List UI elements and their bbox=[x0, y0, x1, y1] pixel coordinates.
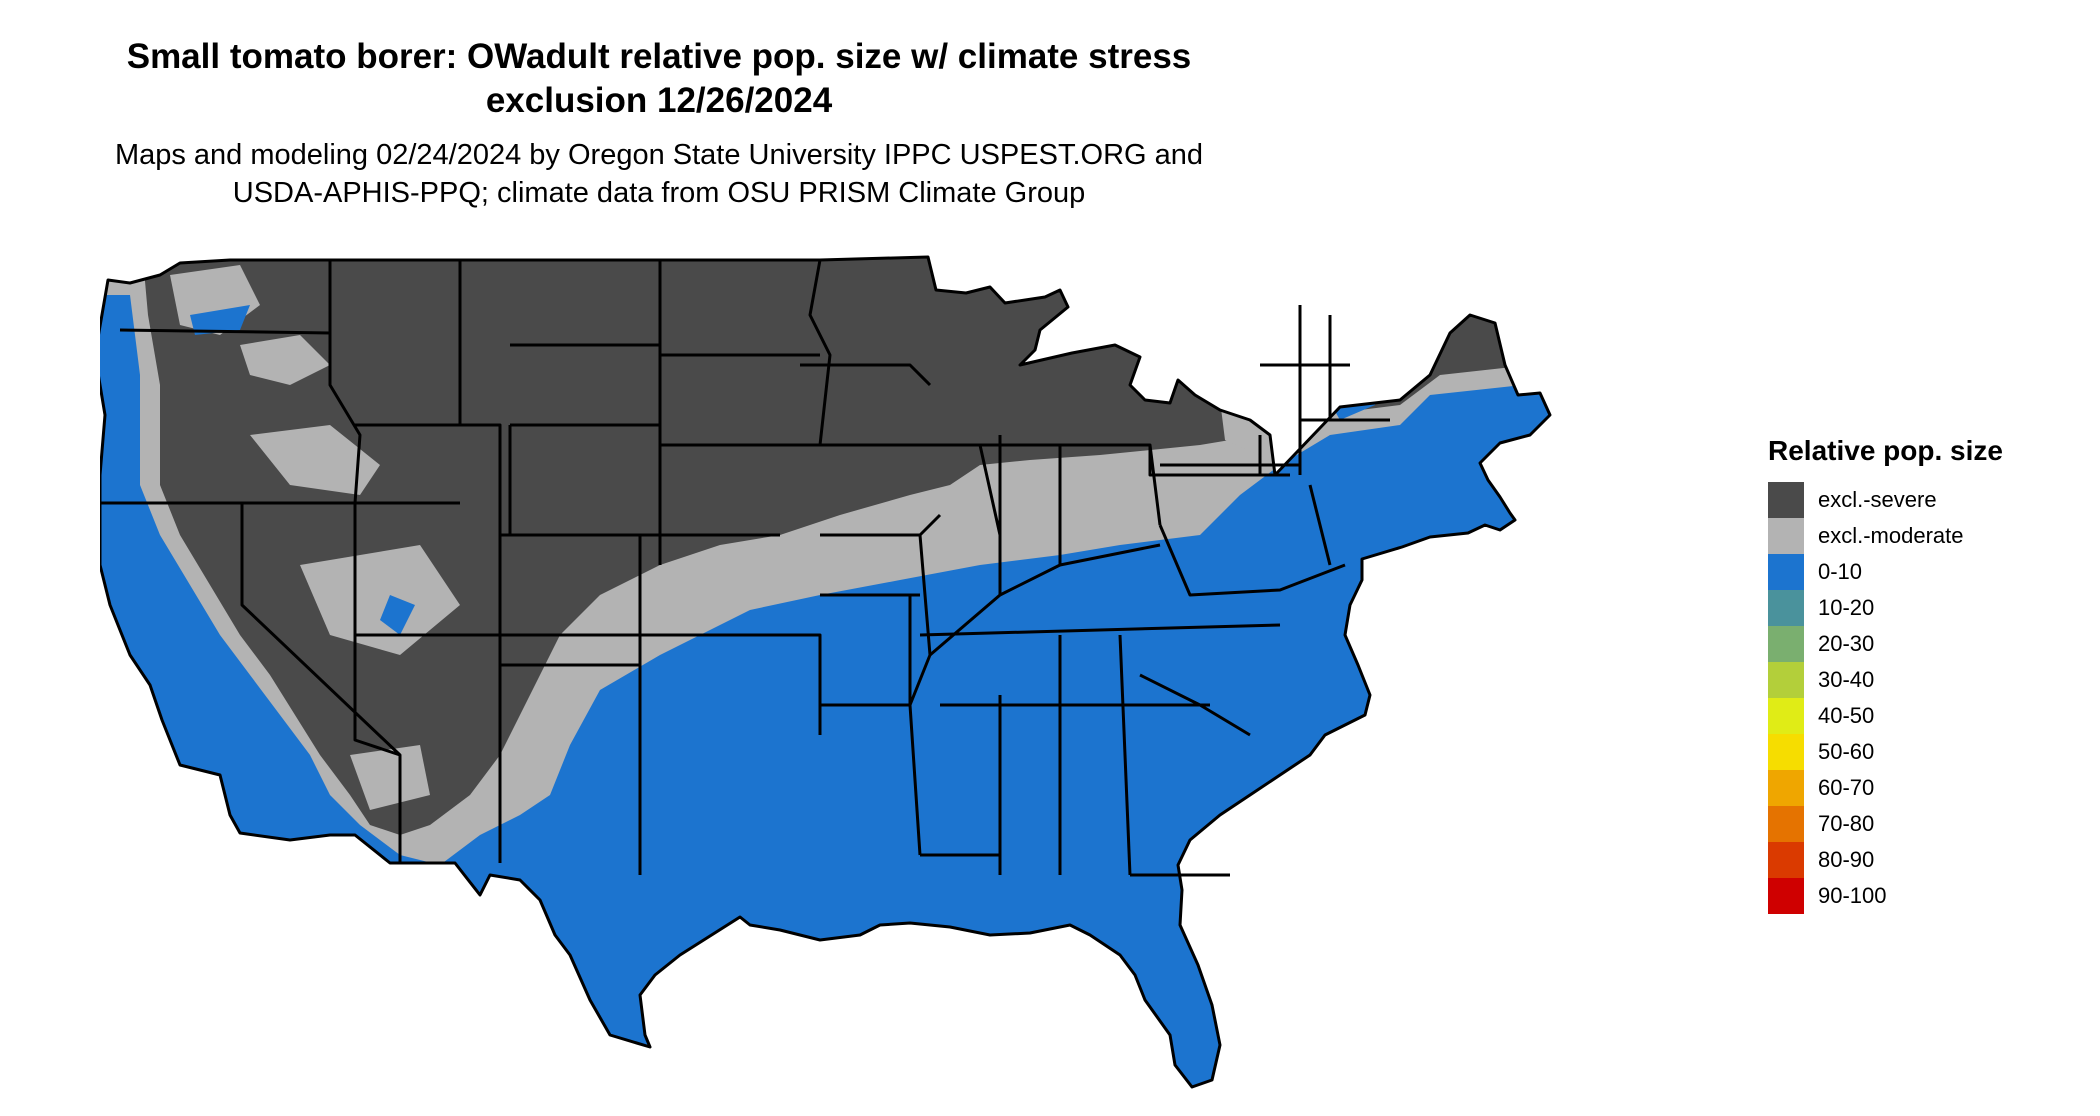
map-title-line-1: Small tomato borer: OWadult relative pop… bbox=[126, 37, 1192, 76]
legend-label: 50-60 bbox=[1818, 739, 1875, 764]
legend-swatch bbox=[1768, 626, 1804, 662]
legend-items: excl.-severe excl.-moderate 0-10 10-20 20-30… bbox=[1768, 482, 2003, 914]
legend-item: 20-30 bbox=[1768, 626, 2003, 662]
legend-item: 50-60 bbox=[1768, 734, 2003, 770]
legend-swatch bbox=[1768, 878, 1804, 914]
legend-swatch bbox=[1768, 806, 1804, 842]
legend-swatch bbox=[1768, 590, 1804, 626]
legend-label: 10-20 bbox=[1818, 595, 1875, 620]
legend-swatch bbox=[1768, 698, 1804, 734]
patch-puget-0-10 bbox=[190, 305, 250, 335]
map-title-line-2: exclusion 12/26/2024 bbox=[485, 81, 833, 120]
patch-nevada-0-10 bbox=[380, 595, 415, 635]
legend-item: 60-70 bbox=[1768, 770, 2003, 806]
legend-item: 80-90 bbox=[1768, 842, 2003, 878]
patch-snake-moderate bbox=[250, 425, 380, 495]
legend-label: 60-70 bbox=[1818, 775, 1875, 800]
population-raster bbox=[100, 257, 1550, 1087]
legend-swatch bbox=[1768, 518, 1804, 554]
us-map bbox=[100, 255, 1552, 1089]
legend-title: Relative pop. size bbox=[1768, 435, 2003, 466]
legend-swatch bbox=[1768, 842, 1804, 878]
legend-item: 90-100 bbox=[1768, 878, 2003, 914]
legend-item: excl.-severe bbox=[1768, 482, 2003, 518]
legend-label: excl.-severe bbox=[1818, 487, 1937, 512]
legend-item: excl.-moderate bbox=[1768, 518, 2003, 554]
legend-label: 40-50 bbox=[1818, 703, 1875, 728]
map-subtitle-line-2: USDA-APHIS-PPQ; climate data from OSU PR… bbox=[232, 177, 1086, 209]
legend-item: 40-50 bbox=[1768, 698, 2003, 734]
state-borders bbox=[100, 255, 1552, 1089]
map-subtitle-line-1: Maps and modeling 02/24/2024 by Oregon S… bbox=[114, 139, 1204, 171]
patch-arizona-moderate bbox=[350, 745, 430, 810]
legend-label: 70-80 bbox=[1818, 811, 1875, 836]
legend-swatch bbox=[1768, 734, 1804, 770]
legend-swatch bbox=[1768, 770, 1804, 806]
legend: Relative pop. size excl.-severe excl.-mod… bbox=[1768, 434, 2003, 914]
legend-label: excl.-moderate bbox=[1818, 523, 1964, 548]
legend-label: 0-10 bbox=[1818, 559, 1863, 584]
legend-label: 30-40 bbox=[1818, 667, 1875, 692]
patch-great-basin-moderate bbox=[300, 545, 460, 655]
legend-item: 70-80 bbox=[1768, 806, 2003, 842]
legend-label: 20-30 bbox=[1818, 631, 1875, 656]
legend-label: 90-100 bbox=[1818, 883, 1887, 908]
legend-swatch bbox=[1768, 554, 1804, 590]
legend-item: 10-20 bbox=[1768, 590, 2003, 626]
legend-swatch bbox=[1768, 482, 1804, 518]
legend-item: 30-40 bbox=[1768, 662, 2003, 698]
legend-item: 0-10 bbox=[1768, 554, 2003, 590]
legend-label: 80-90 bbox=[1818, 847, 1875, 872]
legend-swatch bbox=[1768, 662, 1804, 698]
patch-columbia-moderate bbox=[240, 335, 330, 385]
